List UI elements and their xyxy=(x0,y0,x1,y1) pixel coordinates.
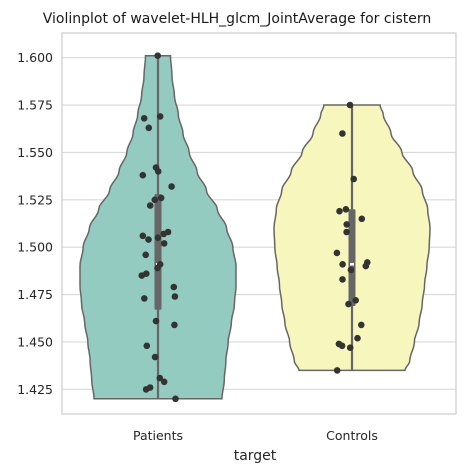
data-point xyxy=(171,321,178,329)
data-point xyxy=(141,295,148,302)
y-tick-label: 1.425 xyxy=(17,382,53,397)
data-point xyxy=(168,183,175,190)
data-point xyxy=(154,264,161,272)
data-point xyxy=(139,232,147,240)
data-point xyxy=(172,395,179,403)
data-point xyxy=(354,334,361,342)
data-point xyxy=(151,353,159,361)
data-point xyxy=(154,168,162,175)
data-point xyxy=(140,115,148,122)
x-tick-label: Controls xyxy=(326,428,378,443)
data-point xyxy=(343,221,351,228)
x-tick-label: Patients xyxy=(133,428,183,443)
data-point xyxy=(336,207,343,215)
data-point xyxy=(345,300,352,308)
x-axis-label: target xyxy=(234,448,277,464)
data-point xyxy=(333,367,341,374)
data-point xyxy=(157,194,165,202)
data-point xyxy=(333,249,341,257)
data-point xyxy=(346,101,354,109)
plot-frame xyxy=(61,32,457,415)
box-plots xyxy=(154,55,356,399)
data-point xyxy=(160,230,167,238)
data-point xyxy=(339,276,346,283)
data-point xyxy=(160,378,168,386)
data-point xyxy=(156,374,164,382)
data-point xyxy=(143,342,151,350)
y-tick-label: 1.525 xyxy=(17,192,53,207)
data-point xyxy=(142,386,150,393)
data-point xyxy=(339,261,346,268)
data-point xyxy=(138,272,146,279)
data-point xyxy=(339,130,346,137)
data-point xyxy=(347,266,355,274)
y-tick-label: 1.575 xyxy=(17,98,53,113)
data-points xyxy=(138,52,371,403)
y-tick-label: 1.450 xyxy=(17,334,53,349)
data-point xyxy=(154,52,161,59)
data-point xyxy=(154,234,162,241)
data-point xyxy=(362,262,370,270)
violins xyxy=(79,54,431,400)
data-point xyxy=(142,251,149,259)
y-tick-label: 1.500 xyxy=(17,240,53,255)
data-point xyxy=(170,283,178,291)
data-point xyxy=(152,317,160,325)
data-point xyxy=(139,171,147,179)
data-point xyxy=(151,196,159,204)
data-point xyxy=(160,240,168,247)
data-point xyxy=(145,124,153,132)
y-axis-ticks: 1.425 1.450 1.475 1.500 1.525 1.550 1.575 1.600 xyxy=(17,50,53,397)
data-point xyxy=(352,297,360,304)
data-point xyxy=(146,202,154,209)
data-point xyxy=(342,206,350,213)
data-point xyxy=(156,113,164,120)
data-point xyxy=(358,321,365,329)
median-marker-controls xyxy=(350,262,354,266)
data-point xyxy=(343,228,350,236)
data-point xyxy=(145,236,152,243)
chart-title: Violinplot of wavelet-HLH_glcm_JointAver… xyxy=(43,11,432,27)
iqr-box-patients xyxy=(154,194,162,310)
data-point xyxy=(171,293,179,300)
data-point xyxy=(358,215,366,223)
iqr-box-controls xyxy=(348,209,356,306)
data-point xyxy=(346,344,354,352)
data-point xyxy=(338,342,346,350)
y-tick-label: 1.475 xyxy=(17,287,53,302)
y-tick-label: 1.600 xyxy=(17,50,53,65)
data-point xyxy=(350,175,358,183)
x-axis-ticks: Patients Controls xyxy=(133,428,378,443)
y-tick-label: 1.550 xyxy=(17,145,53,160)
